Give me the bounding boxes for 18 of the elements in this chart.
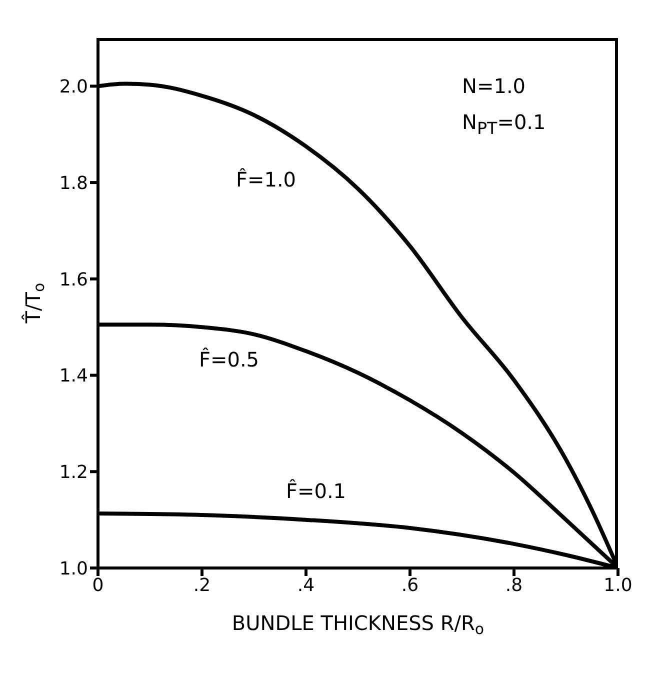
series-label: F̂=0.1 [286, 478, 346, 503]
annotation: N=1.0 [462, 73, 527, 100]
x-tick-label: .6 [401, 574, 419, 596]
y-tick-label: 1.0 [59, 558, 88, 580]
x-tick-label: 0 [92, 574, 104, 596]
y-tick-label: 1.8 [59, 172, 88, 194]
y-tick-label: 1.6 [59, 269, 88, 290]
series-label: F̂=1.0 [236, 167, 296, 192]
y-tick-label: 1.4 [59, 366, 88, 387]
annotation: N$_{PT}$=0.1 [462, 109, 546, 140]
y-tick-label: 1.2 [59, 462, 88, 484]
x-tick-label: .8 [505, 574, 523, 596]
x-tick-label: .2 [193, 574, 211, 596]
y-tick-label: 2.0 [59, 76, 88, 98]
x-tick-label: .4 [297, 574, 315, 596]
series-label: F̂=0.5 [198, 347, 260, 372]
x-tick-label: 1.0 [604, 574, 632, 596]
x-axis-title: BUNDLE THICKNESS R/R$_{o}$ [232, 611, 484, 638]
